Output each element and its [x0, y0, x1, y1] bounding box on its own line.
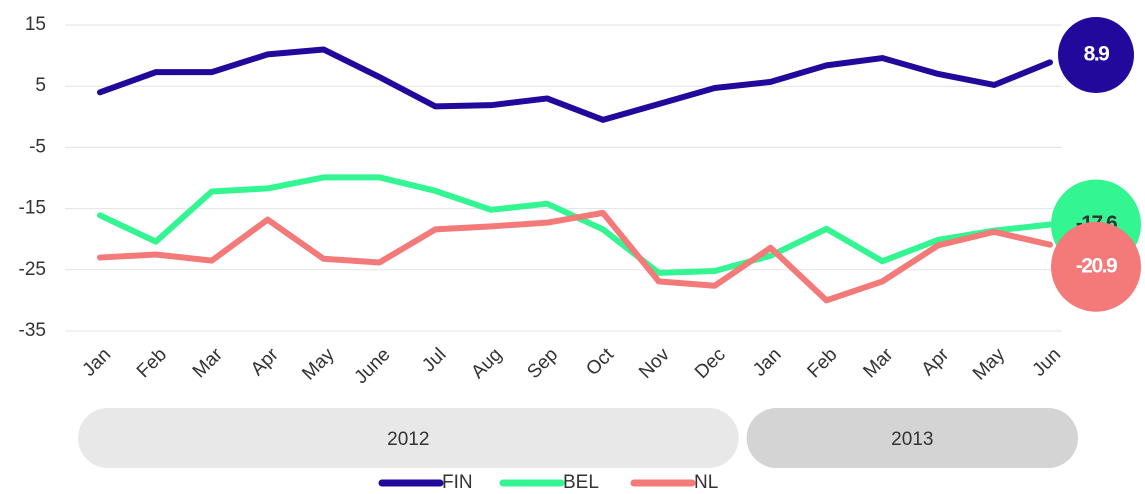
y-tick-label: 15	[25, 14, 46, 35]
legend-label: NL	[694, 472, 718, 493]
y-tick-label: -25	[19, 259, 46, 280]
x-tick-label: May	[298, 344, 339, 385]
x-tick-label: Jul	[418, 344, 450, 376]
x-tick-label: June	[351, 344, 395, 388]
x-tick-label: Jun	[1029, 344, 1066, 381]
x-tick-label: Nov	[635, 344, 674, 383]
y-tick-label: -35	[19, 320, 46, 341]
x-tick-label: Feb	[804, 344, 842, 382]
series-line	[97, 46, 1053, 123]
x-tick-label: Jan	[79, 344, 116, 381]
x-tick-label: May	[969, 344, 1010, 385]
year-label: 2012	[387, 429, 429, 450]
x-tick-label: Mar	[189, 344, 227, 382]
series-line	[97, 209, 1053, 304]
x-tick-label: Apr	[918, 344, 954, 380]
end-bubble	[1058, 17, 1134, 93]
year-band	[746, 408, 1078, 468]
x-tick-label: Mar	[859, 344, 897, 382]
legend-label: BEL	[563, 472, 599, 493]
legend-label: FIN	[442, 472, 473, 493]
x-tick-label: Jan	[749, 344, 786, 381]
x-tick-label: Feb	[133, 344, 171, 382]
end-bubble	[1051, 221, 1141, 312]
x-tick-label: Oct	[582, 344, 618, 380]
x-tick-label: Sep	[523, 344, 562, 383]
series-line	[97, 174, 1053, 276]
x-tick-label: Apr	[247, 344, 283, 380]
y-tick-label: -5	[29, 136, 46, 157]
end-label: 8.9	[1084, 43, 1110, 66]
x-tick-label: Dec	[691, 344, 730, 383]
year-label: 2013	[891, 429, 933, 450]
y-tick-label: -15	[19, 198, 46, 219]
year-band	[78, 408, 739, 468]
x-tick-label: Aug	[468, 344, 507, 383]
y-tick-label: 5	[35, 75, 46, 96]
end-label: -20.9	[1076, 254, 1117, 277]
